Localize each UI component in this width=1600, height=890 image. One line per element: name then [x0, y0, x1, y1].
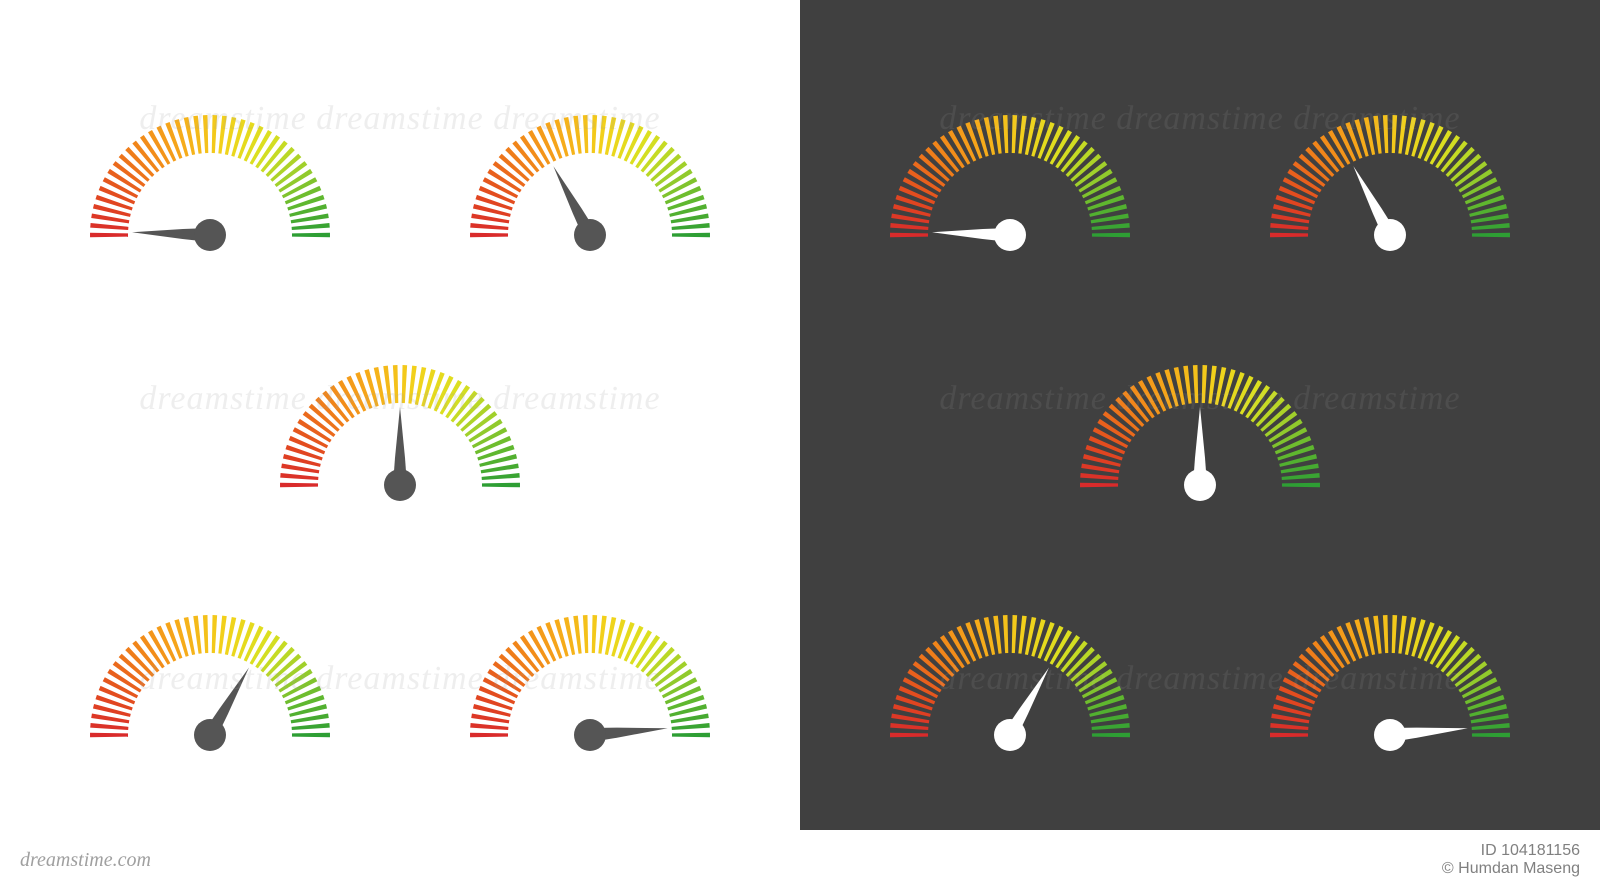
gauge-meter-icon: [460, 105, 720, 255]
gauge-meter-icon: [270, 355, 530, 505]
panel-light: dreamstime dreamstime dreamstimedreamsti…: [0, 0, 800, 830]
author-label: © Humdan Maseng: [1442, 860, 1580, 878]
gauge-row: [820, 325, 1580, 505]
gauge-row: [20, 325, 780, 505]
gauge-pos-2: [1250, 75, 1530, 255]
gauge-row: [20, 75, 780, 255]
gauge-row: [820, 575, 1580, 755]
gauge-row: [20, 575, 780, 755]
gauge-meter-icon: [80, 605, 340, 755]
gauge-meter-icon: [880, 105, 1140, 255]
gauge-meter-icon: [80, 105, 340, 255]
gauge-pos-3: [1060, 325, 1340, 505]
image-id-label: ID 104181156: [1442, 842, 1580, 860]
footer-logo: dreamstime.com: [20, 849, 151, 872]
gauge-pos-1: [870, 75, 1150, 255]
footer-bar: dreamstime.com ID 104181156 © Humdan Mas…: [0, 830, 1600, 890]
gauge-pos-5: [450, 575, 730, 755]
gauge-meter-icon: [460, 605, 720, 755]
gauge-meter-icon: [1260, 105, 1520, 255]
gauge-row: [820, 75, 1580, 255]
gauge-meter-icon: [1260, 605, 1520, 755]
gauge-pos-3: [260, 325, 540, 505]
gauge-pos-4: [70, 575, 350, 755]
gauge-pos-1: [70, 75, 350, 255]
panel-dark: dreamstime dreamstime dreamstimedreamsti…: [800, 0, 1600, 830]
gauge-pos-5: [1250, 575, 1530, 755]
gauge-pos-2: [450, 75, 730, 255]
gauge-pos-4: [870, 575, 1150, 755]
gauge-meter-icon: [880, 605, 1140, 755]
gauge-meter-icon: [1070, 355, 1330, 505]
